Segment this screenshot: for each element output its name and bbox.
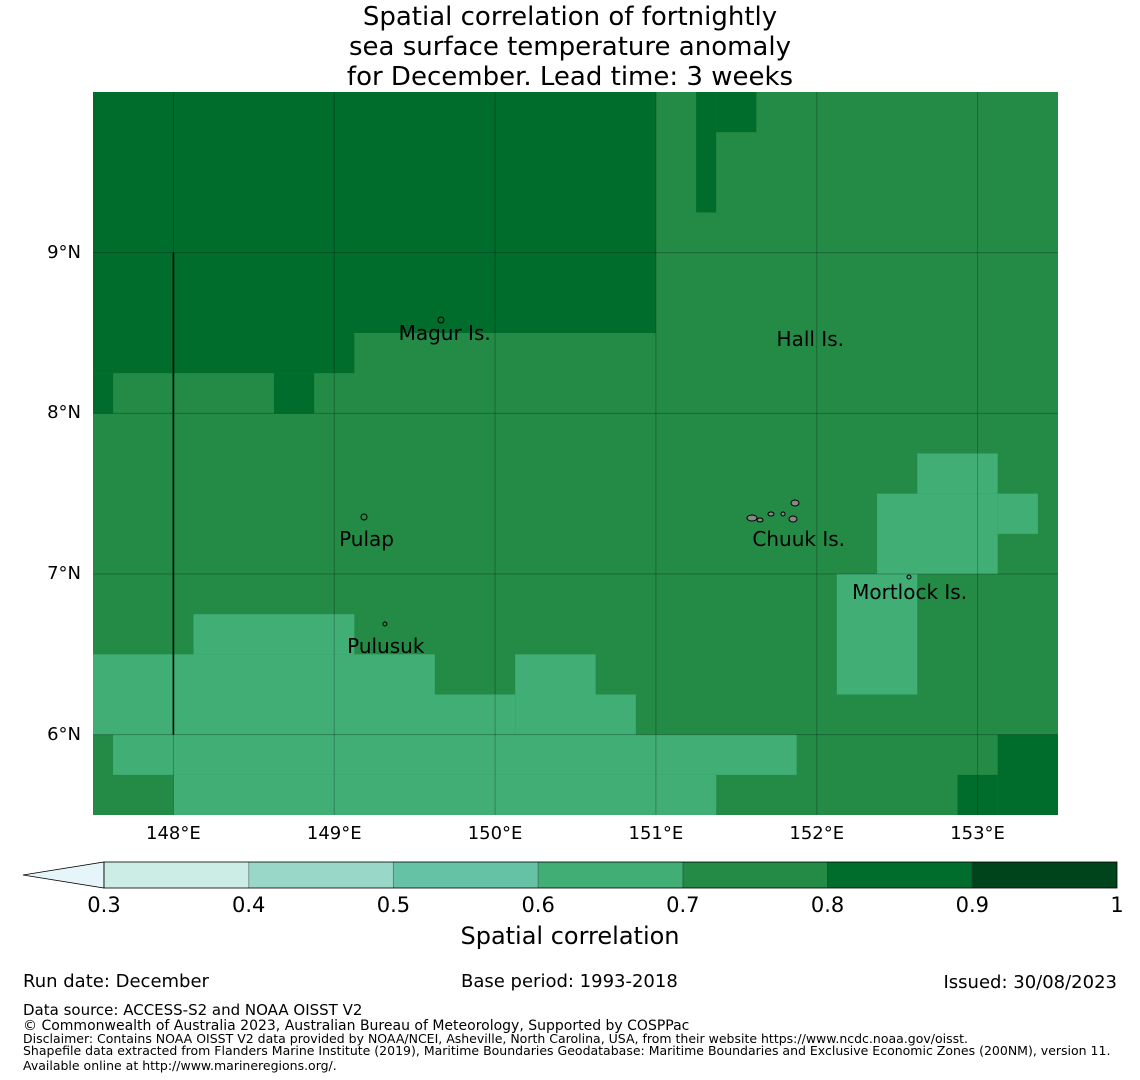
heatmap-cell [957,774,998,815]
base-period: Base period: 1993-2018 [461,971,678,992]
map-title: Spatial correlation of fortnightly sea s… [0,2,1140,92]
title-line-3: for December. Lead time: 3 weeks [346,62,794,92]
heatmap-cell [93,92,656,333]
copyright: © Commonwealth of Australia 2023, Austra… [23,1018,690,1034]
lat-tick-label: 6°N [47,723,81,745]
lon-tick-label: 151°E [628,823,684,844]
island-shape [790,499,800,507]
heatmap-cell [997,734,1058,815]
shapefile-credit: Shapefile data extracted from Flanders M… [23,1043,1111,1073]
issued-date: Issued: 30/08/2023 [943,972,1117,993]
heatmap-cell [273,373,315,414]
island-shape [756,517,764,523]
lat-tick-label: 9°N [47,241,81,263]
island-name-label: Chuuk Is. [752,526,846,551]
colorbar-tick-label: 0.8 [810,893,845,917]
lon-tick-label: 148°E [146,823,201,844]
heatmap-cell [836,574,918,695]
lat-tick-label: 8°N [47,402,81,424]
colorbar-tick-label: 0.9 [955,893,989,917]
island-shape [906,574,912,580]
heatmap-cell [515,654,596,695]
lon-tick-label: 153°E [950,823,1005,844]
island-shape [767,511,775,517]
heatmap-cell [997,493,1038,534]
title-line-2: sea surface temperature anomaly [349,32,791,62]
heatmap-cell [716,92,757,133]
island-shape [788,515,798,523]
heatmap-cell [696,92,717,213]
heatmap-cell [917,453,998,494]
island-name-label: Magur Is. [398,321,491,345]
colorbar-title: Spatial correlation [460,922,680,950]
data-source: Data source: ACCESS-S2 and NOAA OISST V2 [23,1001,363,1019]
island-shape [746,514,758,522]
island-name-label: Pulap [339,526,394,551]
colorbar-tick-label: 0.6 [521,893,555,917]
heatmap-cell [173,774,717,815]
heatmap-cell [515,694,636,735]
lon-tick-label: 152°E [789,823,845,844]
island-shape [360,513,368,521]
disclaimer: Disclaimer: Contains NOAA OISST V2 data … [23,1031,968,1046]
heatmap-cell [93,654,435,695]
run-date: Run date: December [23,971,209,992]
island-name-label: Mortlock Is. [852,579,968,604]
heatmap-cell [193,614,355,655]
title-line-1: Spatial correlation of fortnightly [362,2,778,32]
colorbar-tick-label: 0.4 [232,893,266,917]
heatmap-cell [877,493,998,574]
island-shape [780,511,786,517]
heatmap-cell [113,734,797,775]
colorbar-tick-label: 0.3 [87,893,121,917]
lon-tick-label: 150°E [467,823,523,844]
island-shape [382,621,388,627]
heatmap-cell [93,333,355,374]
heatmap-cell [93,694,516,735]
lat-tick-label: 7°N [47,563,81,584]
heatmap-cell [93,373,114,414]
colorbar-tick-label: 0.5 [376,893,411,917]
lon-tick-label: 149°E [306,823,362,844]
colorbar-tick-label: 0.7 [666,893,700,917]
island-name-label: Hall Is. [776,327,844,352]
island-name-label: Pulusuk [347,634,425,659]
colorbar-tick-label: 1 [1110,893,1124,917]
island-shape [437,316,445,324]
